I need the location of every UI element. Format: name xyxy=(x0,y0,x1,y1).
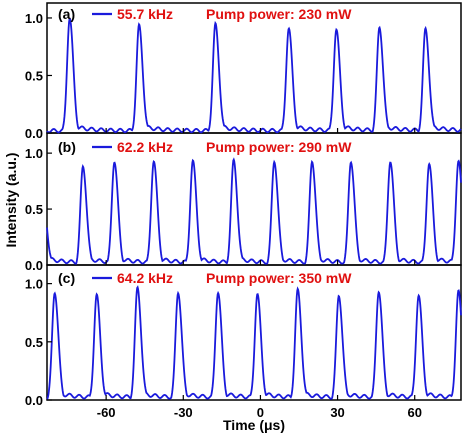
panel-c-legend-text: 64.2 kHz xyxy=(117,270,173,286)
panel-a-label: (a) xyxy=(58,6,75,22)
panel-a-frame xyxy=(46,2,462,134)
panel-c-label: (c) xyxy=(58,270,75,286)
y-tick-label: 0.5 xyxy=(25,335,43,350)
axis-ticks: 0.0 0.5 1.0 0.0 0.5 1.0 0.0 0.5 1.0 -60 -30 0 30 60 xyxy=(25,11,422,420)
y-tick-label: 1.0 xyxy=(25,146,43,161)
panel-a-legend-text: 55.7 kHz xyxy=(117,6,173,22)
y-tick-label: 0.5 xyxy=(25,68,43,83)
y-tick-label: 0.5 xyxy=(25,202,43,217)
panel-c-frame xyxy=(46,264,462,401)
y-tick-label: 0.0 xyxy=(25,258,43,273)
x-tick-label: 0 xyxy=(257,405,264,420)
panel-b-label: (b) xyxy=(58,139,76,155)
x-tick-label: 30 xyxy=(330,405,344,420)
panel-a-trace xyxy=(46,17,462,134)
y-tick-label: 0.0 xyxy=(25,126,43,141)
panel-b-pump-text: Pump power: 290 mW xyxy=(206,139,352,155)
y-axis-title: Intensity (a.u.) xyxy=(3,153,19,248)
panel-c-pump-text: Pump power: 350 mW xyxy=(206,270,352,286)
panel-a-pump-text: Pump power: 230 mW xyxy=(206,6,352,22)
x-tick-label: -60 xyxy=(97,405,116,420)
panel-b-trace xyxy=(46,157,462,265)
y-tick-label: 1.0 xyxy=(25,11,43,26)
x-tick-label: 60 xyxy=(407,405,421,420)
y-tick-label: 1.0 xyxy=(25,277,43,292)
panel-c-trace xyxy=(46,285,462,400)
y-tick-label: 0.0 xyxy=(25,393,43,408)
panel-b-legend-text: 62.2 kHz xyxy=(117,139,173,155)
x-tick-label: -30 xyxy=(174,405,193,420)
x-axis-title: Time (μs) xyxy=(223,417,285,433)
